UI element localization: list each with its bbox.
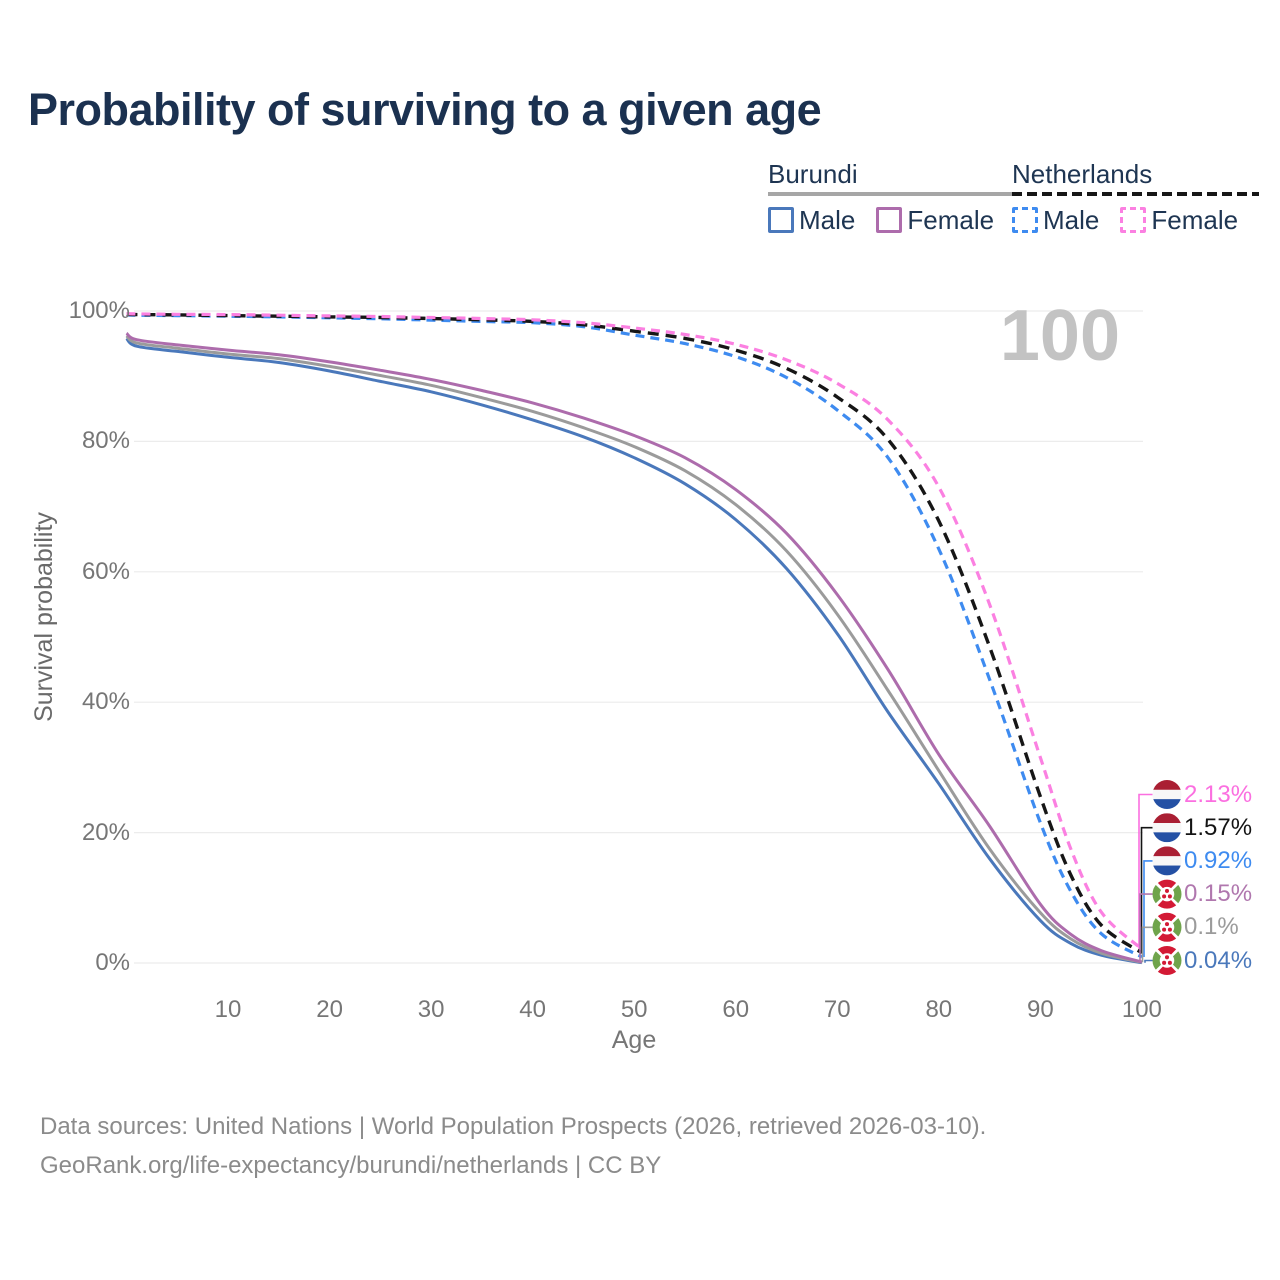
end-label-value: 1.57%: [1184, 813, 1253, 841]
y-tick-label: 60%: [81, 557, 130, 585]
legend-swatch-burundi-male[interactable]: [768, 207, 794, 233]
x-tick-label: 10: [214, 996, 242, 1023]
legend-items-burundi: Male Female: [768, 207, 1015, 233]
leader-line: [1144, 959, 1153, 963]
legend-group-burundi: Burundi Male Female: [768, 159, 1016, 233]
leader-line: [1143, 860, 1153, 957]
burundi-flag-icon: [1152, 946, 1182, 975]
y-tick-label: 20%: [81, 818, 130, 846]
y-tick-label: 80%: [81, 427, 130, 455]
footer-line2: GeoRank.org/life-expectancy/burundi/neth…: [40, 1152, 662, 1179]
legend-label-burundi-male[interactable]: Male: [799, 205, 856, 235]
age-annotation: 100: [999, 296, 1120, 376]
x-tick-label: 50: [620, 996, 648, 1023]
x-axis-title: Age: [611, 1026, 657, 1054]
leader-line: [1140, 826, 1153, 953]
netherlands-flag-icon: [1152, 813, 1182, 843]
leader-line: [1138, 793, 1153, 950]
legend-label-netherlands-male[interactable]: Male: [1043, 205, 1100, 235]
legend-underline-netherlands: [1012, 192, 1260, 196]
x-tick-label: 80: [925, 996, 953, 1023]
y-tick-label: 0%: [95, 949, 130, 976]
legend-swatch-netherlands-female[interactable]: [1120, 207, 1147, 233]
x-tick-label: 70: [823, 996, 851, 1023]
x-tick-label: 30: [417, 996, 445, 1023]
y-tick-label: 40%: [81, 688, 130, 716]
netherlands-flag-icon: [1152, 846, 1182, 876]
survival-curve-burundi-both: [125, 334, 1143, 964]
end-label-value: 2.13%: [1184, 780, 1253, 808]
survival-curve-burundi-male: [125, 337, 1143, 965]
legend-group-netherlands: Netherlands Male Female: [1012, 159, 1260, 233]
legend-heading-burundi[interactable]: Burundi: [768, 159, 858, 189]
end-label-value: 0.1%: [1184, 913, 1239, 941]
y-tick-label: 100%: [68, 297, 130, 324]
legend-heading-netherlands[interactable]: Netherlands: [1012, 159, 1153, 189]
legend-items-netherlands: Male Female: [1012, 207, 1259, 233]
legend-label-netherlands-female[interactable]: Female: [1151, 205, 1239, 235]
legend-swatch-netherlands-male[interactable]: [1012, 207, 1038, 233]
survival-curve-netherlands-female: [126, 312, 1143, 951]
x-tick-label: 90: [1027, 996, 1054, 1023]
footer-line1: Data sources: United Nations | World Pop…: [40, 1113, 987, 1140]
burundi-flag-icon: [1152, 912, 1182, 942]
leader-line: [1139, 893, 1153, 962]
x-tick-label: 100: [1121, 996, 1162, 1023]
legend-swatch-burundi-female[interactable]: [876, 207, 903, 233]
y-axis-title: Survival probability: [30, 512, 58, 722]
survival-curve-burundi-female: [125, 331, 1143, 964]
legend-underline-burundi: [768, 192, 1016, 196]
end-label-value: 0.15%: [1184, 880, 1253, 908]
x-tick-label: 60: [722, 996, 750, 1023]
end-label-value: 0.04%: [1184, 946, 1253, 974]
end-label-value: 0.92%: [1184, 846, 1253, 874]
x-tick-label: 20: [316, 996, 343, 1023]
leader-line: [1141, 926, 1153, 963]
burundi-flag-icon: [1152, 879, 1182, 909]
netherlands-flag-icon: [1152, 780, 1182, 809]
footer: Data sources: United Nations | World Pop…: [40, 1107, 986, 1185]
page-title: Probability of surviving to a given age: [28, 84, 822, 135]
legend-label-burundi-female[interactable]: Female: [907, 205, 995, 235]
x-tick-label: 40: [519, 996, 546, 1023]
